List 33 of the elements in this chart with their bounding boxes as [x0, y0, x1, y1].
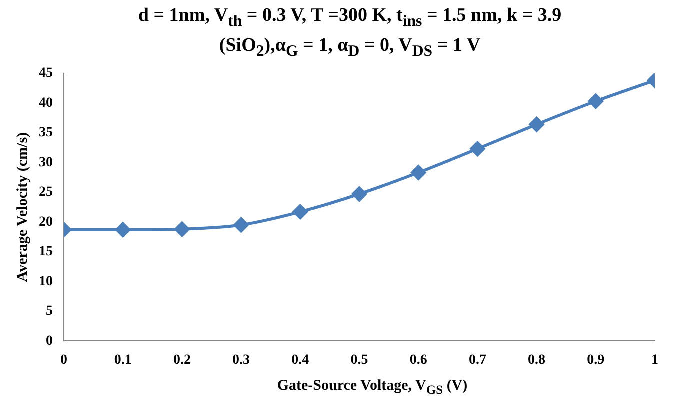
x-tick-label: 0.7: [468, 353, 486, 368]
y-tick-label: 30: [39, 155, 53, 170]
x-tick-label: 0.6: [410, 353, 428, 368]
y-tick-label: 0: [46, 334, 53, 349]
x-tick-label: 0.2: [173, 353, 191, 368]
y-tick-label: 45: [39, 66, 53, 82]
y-tick-label: 25: [39, 185, 53, 200]
x-tick-label: 0.1: [114, 353, 132, 368]
x-axis-title: Gate-Source Voltage, V$_{GS}$ (V): [276, 378, 469, 398]
x-tick-label: 1: [652, 353, 658, 368]
point: [588, 94, 604, 109]
point: [116, 222, 131, 238]
y-tick-label: 5: [46, 304, 53, 320]
x-tick-label: 0.8: [528, 353, 546, 368]
y-tick-label: 20: [39, 214, 53, 230]
chart-title: d = 1nm, V$_{th}$ = 0.3 V, T =300 K, t$_{ins}$ = 1.5 nm, k = 3.9 (SiO$_{2}$),α$_{G}$ = 1, α$_{D}$ = 0, V$_{DS}$ = 1 V: [138, 5, 562, 60]
point: [292, 204, 308, 220]
point: [470, 141, 486, 156]
y-tick-label: 15: [39, 244, 53, 260]
y-axis-title: Average Velocity (cm/s): [14, 132, 31, 282]
x-tick-label: 0.3: [232, 353, 250, 368]
x-tick-label: 0.5: [350, 353, 368, 368]
x-tick-label: 0.4: [292, 353, 310, 368]
y-tick-label: 40: [39, 96, 53, 111]
point: [352, 186, 367, 202]
point: [529, 117, 544, 132]
x-tick-label: 0: [60, 353, 68, 368]
point: [174, 222, 190, 237]
y-tick-label: 35: [39, 126, 53, 141]
y-tick-label: 10: [39, 274, 53, 290]
x-tick-label: 0.9: [587, 353, 605, 368]
point: [234, 218, 249, 233]
point: [411, 165, 426, 180]
